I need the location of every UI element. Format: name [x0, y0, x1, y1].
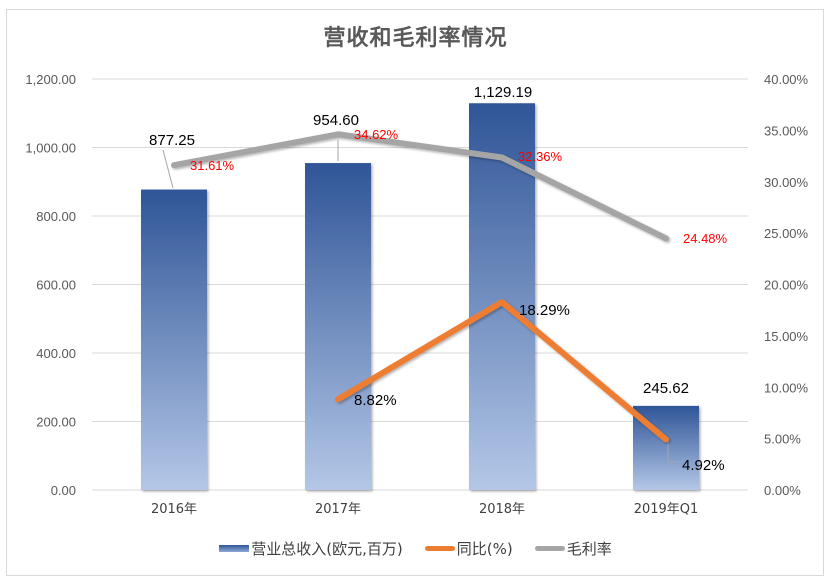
x-axis-tick-label: 2017年 — [315, 502, 361, 517]
legend-label-yoy: 同比(%) — [456, 540, 513, 558]
yoy-data-label: 4.92% — [682, 457, 725, 474]
right-y-axis: 0.00% 5.00% 10.00% 15.00% 20.00% 25.00% 30.00%… — [764, 72, 809, 498]
left-axis-tick-label: 200.00 — [36, 415, 76, 430]
left-axis-tick-label: 400.00 — [36, 346, 76, 361]
x-axis: 2016年 2017年 2018年 2019年Q1 — [151, 502, 698, 517]
left-axis-tick-label: 0.00 — [51, 483, 76, 498]
revenue-data-label: 954.60 — [313, 112, 359, 129]
yoy-data-label: 18.29% — [519, 302, 570, 319]
legend-item-revenue: 营业总收入(欧元,百万) — [219, 538, 403, 559]
x-axis-tick-label: 2016年 — [151, 502, 197, 517]
yoy-data-label: 8.82% — [354, 392, 397, 409]
margin-data-label: 24.48% — [683, 231, 728, 246]
right-axis-tick-label: 35.00% — [764, 123, 809, 138]
left-axis-tick-label: 1,200.00 — [25, 72, 76, 87]
chart-title: 营收和毛利率情况 — [323, 26, 508, 51]
right-axis-tick-label: 25.00% — [764, 226, 809, 241]
yoy-line — [335, 299, 669, 443]
revenue-bar — [141, 189, 207, 490]
legend: 营业总收入(欧元,百万) 同比(%) 毛利率 — [0, 538, 831, 559]
revenue-bars — [141, 103, 699, 490]
right-axis-tick-label: 15.00% — [764, 329, 809, 344]
left-axis-tick-label: 600.00 — [36, 278, 76, 293]
yoy-swatch-icon — [424, 546, 455, 551]
right-axis-tick-label: 0.00% — [764, 483, 801, 498]
margin-data-label: 34.62% — [354, 127, 399, 142]
legend-item-yoy: 同比(%) — [424, 538, 513, 559]
leader-lines — [162, 140, 678, 463]
legend-label-margin: 毛利率 — [566, 540, 612, 558]
margin-swatch-icon — [534, 546, 565, 551]
x-axis-tick-label: 2018年 — [479, 502, 525, 517]
left-axis-tick-label: 800.00 — [36, 209, 76, 224]
left-y-axis: 0.00 200.00 400.00 600.00 800.00 1,000.00 1,20… — [25, 72, 76, 498]
right-axis-tick-label: 5.00% — [764, 432, 801, 447]
series-line — [171, 131, 669, 242]
left-axis-tick-label: 1,000.00 — [25, 141, 76, 156]
series-line — [335, 299, 669, 443]
revenue-swatch-icon — [219, 545, 250, 552]
revenue-data-label: 1,129.19 — [474, 84, 532, 101]
gross-margin-line — [171, 131, 669, 242]
margin-data-label: 31.61% — [190, 158, 235, 173]
revenue-bar — [305, 163, 371, 490]
legend-item-margin: 毛利率 — [534, 538, 612, 559]
legend-label-revenue: 营业总收入(欧元,百万) — [251, 540, 403, 558]
right-axis-tick-label: 10.00% — [764, 380, 809, 395]
x-axis-tick-label: 2019年Q1 — [634, 502, 699, 517]
right-axis-tick-label: 20.00% — [764, 278, 809, 293]
data-labels: 877.25 954.60 1,129.19 245.62 31.61% 34.62% 32… — [149, 84, 727, 474]
revenue-data-label: 877.25 — [149, 132, 195, 149]
right-axis-tick-label: 40.00% — [764, 72, 809, 87]
right-axis-tick-label: 30.00% — [764, 175, 809, 190]
margin-data-label: 32.36% — [518, 149, 563, 164]
revenue-data-label: 245.62 — [643, 380, 689, 397]
